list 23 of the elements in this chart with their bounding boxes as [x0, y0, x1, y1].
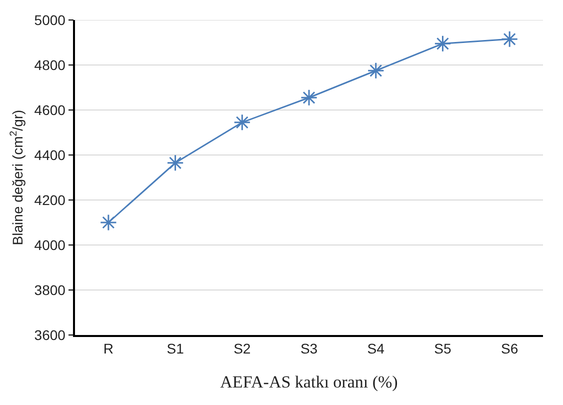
x-tick-label: S6 — [501, 340, 518, 357]
x-tick-label: R — [103, 340, 114, 357]
point — [100, 214, 117, 232]
y-tick-label: 3600 — [34, 326, 66, 343]
x-axis-title: AEFA-AS katkı oranı (%) — [220, 372, 398, 392]
x-tick-label: S3 — [300, 340, 318, 357]
point — [501, 30, 518, 48]
y-tick-label: 4600 — [34, 102, 66, 118]
y-tick-label: 3800 — [34, 282, 66, 298]
point — [234, 114, 251, 131]
point — [434, 35, 452, 52]
point — [300, 89, 318, 106]
y-tick-label: 5000 — [34, 12, 66, 28]
y-tick-label: 4800 — [34, 56, 66, 73]
point — [367, 62, 384, 80]
y-tick-label: 4400 — [34, 146, 66, 163]
x-tick-label: S1 — [166, 340, 184, 357]
x-tick-label: S2 — [234, 340, 251, 357]
point — [166, 154, 184, 172]
y-tick-label: 4200 — [34, 192, 66, 208]
y-tick-label: 4000 — [34, 236, 66, 253]
x-tick-label: S5 — [434, 340, 452, 357]
x-tick-label: S4 — [367, 340, 385, 357]
